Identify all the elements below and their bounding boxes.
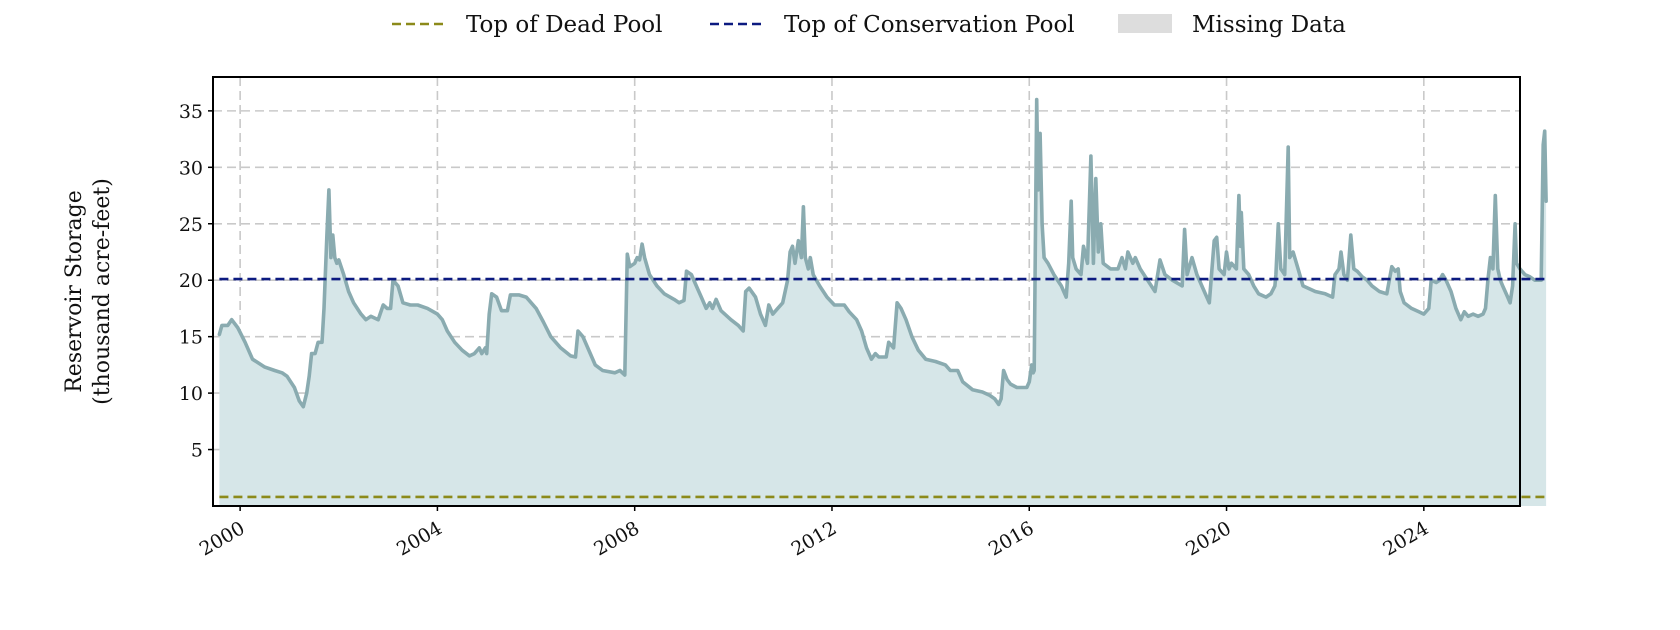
legend-entry: Top of Conservation Pool [710, 12, 1075, 38]
x-tick-label: 2012 [788, 517, 841, 560]
y-axis-label-group: Reservoir Storage (thousand acre-feet) [62, 178, 115, 405]
storage-area [219, 99, 1547, 506]
plot-frame [212, 76, 1521, 507]
legend-entry: Missing Data [1118, 12, 1346, 38]
legend-label: Top of Dead Pool [466, 12, 663, 38]
y-tick-label: 10 [179, 383, 203, 405]
y-tick-label: 15 [179, 327, 203, 349]
y-tick-label: 25 [179, 214, 203, 236]
x-tick-label: 2008 [590, 517, 643, 560]
x-tick-label: 2020 [1182, 517, 1235, 560]
x-tick-label: 2024 [1379, 517, 1432, 560]
x-tick-label: 2000 [196, 517, 249, 560]
y-tick-label: 30 [179, 157, 203, 179]
y-axis-label-line: (thousand acre-feet) [90, 178, 115, 405]
x-tick-label: 2004 [393, 517, 446, 560]
y-tick-label: 35 [179, 101, 203, 123]
x-tick-label: 2016 [985, 517, 1038, 560]
reference-lines [219, 277, 1547, 499]
y-tick-label: 20 [179, 270, 203, 292]
plot-area [212, 76, 1548, 507]
y-axis-label-line: Reservoir Storage [62, 190, 87, 393]
series-layer [217, 97, 1548, 506]
y-tick-label: 5 [191, 440, 203, 462]
legend-label: Missing Data [1192, 12, 1346, 38]
y-axis-ticks: 5 10 15 20 25 30 35 [179, 101, 213, 462]
legend-label: Top of Conservation Pool [784, 12, 1075, 38]
x-axis-ticks: 2000 2004 2008 2012 2016 2020 2024 [196, 506, 1432, 561]
legend-entry: Top of Dead Pool [392, 12, 663, 38]
storage-line [217, 97, 1548, 409]
legend-swatch-patch [1118, 14, 1172, 33]
legend: Top of Dead Pool Top of Conservation Pool… [392, 12, 1346, 38]
